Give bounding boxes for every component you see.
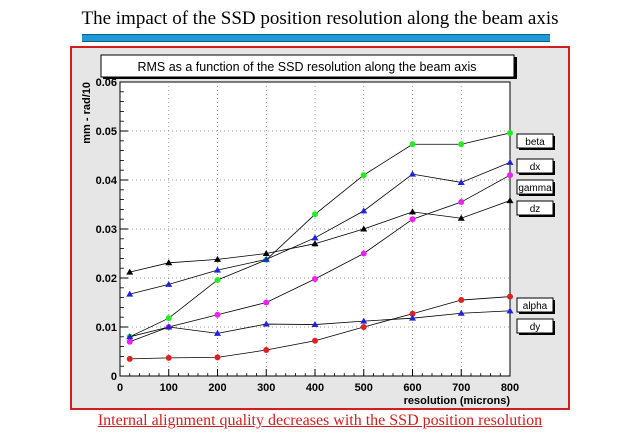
point-gamma — [312, 275, 318, 282]
point-dy — [126, 333, 134, 340]
slide-title: The impact of the SSD position resolutio… — [81, 8, 559, 29]
point-alpha — [126, 355, 133, 362]
legend-label-dx: dx — [530, 162, 541, 173]
chart-canvas: 0 100 200 300 400 500 600 700 800 0 0.01 0.02 0.03 0.… — [70, 46, 570, 410]
point-dy — [214, 329, 221, 336]
y-axis-label: mm - rad/10 — [81, 82, 93, 144]
point-dx — [311, 234, 319, 241]
x-axis-label: resolution (microns) — [404, 395, 511, 407]
point-alpha — [263, 347, 270, 354]
legend-label-alpha: alpha — [523, 301, 548, 312]
point-dz — [262, 250, 270, 256]
point-dz — [126, 268, 134, 275]
point-dx — [262, 255, 270, 262]
point-dy — [360, 317, 368, 324]
point-alpha — [165, 354, 172, 361]
legend-label-gamma: gamma — [518, 183, 552, 194]
y-tick-label: 0 — [111, 371, 117, 383]
point-gamma — [458, 199, 465, 206]
title-underline-bar — [82, 34, 550, 42]
point-alpha — [409, 310, 416, 317]
x-tick-label: 800 — [501, 382, 519, 394]
x-tick-label: 100 — [160, 382, 178, 394]
legend-label-dy: dy — [530, 322, 541, 333]
point-beta — [458, 141, 465, 148]
legend-shadow-beta — [519, 148, 555, 150]
y-tick-label: 0.02 — [96, 273, 117, 285]
point-beta — [312, 211, 318, 218]
x-tick-label: 200 — [208, 382, 226, 394]
point-beta — [360, 172, 367, 179]
chart-title: RMS as a function of the SSD resolution … — [137, 60, 476, 74]
chart-title-box-shadow — [103, 77, 517, 79]
y-tick-label: 0.04 — [96, 175, 118, 187]
y-tick-label: 0.01 — [96, 322, 117, 334]
point-alpha — [214, 354, 221, 361]
legend-shadow-dy — [553, 321, 555, 335]
chart-title-box-shadow — [514, 57, 517, 79]
point-alpha — [458, 297, 465, 304]
point-dy — [262, 320, 270, 327]
x-tick-label: 300 — [257, 382, 275, 394]
point-dz — [409, 208, 416, 215]
point-dx — [409, 170, 416, 177]
x-tick-label: 700 — [452, 382, 470, 394]
legend-shadow-dz — [553, 203, 555, 217]
point-dy — [409, 314, 416, 321]
point-dy — [311, 321, 319, 328]
point-beta — [507, 129, 513, 136]
point-dz — [360, 225, 368, 232]
point-dz — [506, 197, 514, 204]
point-dx — [214, 266, 221, 273]
y-tick-label: 0.03 — [96, 224, 117, 236]
legend-shadow-dz — [519, 215, 555, 217]
legend-shadow-dx — [553, 161, 555, 175]
legend-shadow-gamma — [519, 194, 555, 196]
point-gamma — [360, 250, 367, 257]
point-dz — [214, 255, 221, 262]
chart-svg: 0 100 200 300 400 500 600 700 800 0 0.01 0.02 0.03 0.… — [81, 54, 555, 407]
point-alpha — [507, 293, 513, 300]
point-dx — [457, 178, 465, 185]
point-gamma — [409, 216, 416, 223]
point-dx — [126, 290, 134, 297]
slide-footer: Internal alignment quality decreases wit… — [97, 412, 543, 429]
legend-shadow-alpha — [519, 312, 555, 314]
point-dx — [506, 158, 514, 165]
point-dy — [506, 307, 514, 314]
point-beta — [165, 315, 172, 322]
point-gamma — [126, 338, 133, 345]
x-tick-label: 500 — [355, 382, 373, 394]
point-dx — [360, 207, 368, 214]
point-dz — [165, 259, 173, 266]
point-dy — [457, 309, 465, 316]
point-dx — [165, 280, 173, 287]
point-gamma — [507, 172, 513, 179]
x-tick-label: 600 — [403, 382, 421, 394]
point-gamma — [214, 311, 221, 318]
point-dz — [457, 214, 465, 221]
x-tick-label: 400 — [306, 382, 324, 394]
legend-shadow-beta — [553, 136, 555, 150]
point-gamma — [263, 299, 270, 306]
point-alpha — [360, 324, 367, 330]
point-alpha — [312, 337, 318, 344]
point-beta — [214, 276, 221, 283]
x-tick-label: 0 — [117, 382, 123, 394]
legend-label-beta: beta — [525, 137, 545, 148]
point-dz — [311, 240, 319, 247]
legend-shadow-gamma — [553, 182, 555, 196]
legend-label-dz: dz — [530, 204, 541, 215]
point-dy — [165, 323, 173, 330]
y-tick-label: 0.05 — [96, 126, 117, 138]
legend-shadow-dx — [519, 173, 555, 175]
legend-shadow-dy — [519, 333, 555, 335]
y-tick-label: 0.06 — [96, 77, 117, 89]
legend-shadow-alpha — [553, 300, 555, 314]
point-beta — [409, 141, 416, 148]
